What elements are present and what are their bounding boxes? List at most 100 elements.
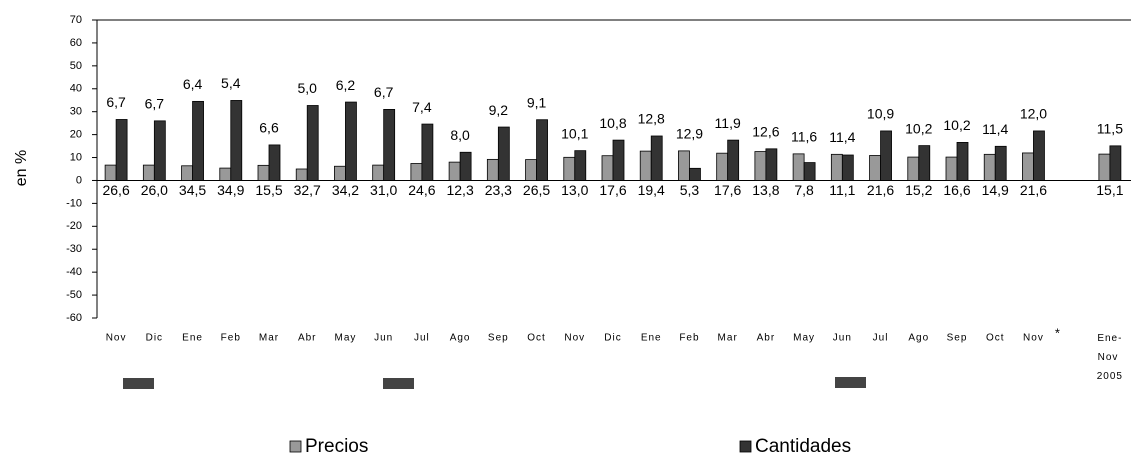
value-label: 13,0 bbox=[561, 182, 588, 198]
x-tick-label: Abr bbox=[757, 333, 776, 344]
legend-swatch bbox=[289, 440, 302, 453]
value-label: 11,1 bbox=[829, 182, 855, 198]
value-label: 34,2 bbox=[332, 182, 359, 198]
value-label: 11,4 bbox=[982, 121, 1008, 137]
value-label: 6,7 bbox=[106, 94, 126, 110]
y-tick-label: 70 bbox=[70, 14, 82, 26]
value-label: 26,5 bbox=[523, 182, 550, 198]
bar bbox=[525, 159, 537, 181]
legend-label: Precios bbox=[305, 436, 368, 457]
y-tick-label: 0 bbox=[76, 174, 82, 186]
bar bbox=[1098, 153, 1111, 181]
bar bbox=[563, 156, 576, 181]
x-tick-label: Oct bbox=[527, 333, 546, 344]
bar bbox=[345, 101, 357, 181]
x-tick-label: Ago bbox=[450, 333, 471, 344]
bar bbox=[792, 153, 805, 181]
value-label: 32,7 bbox=[294, 182, 321, 198]
bar bbox=[1022, 152, 1034, 181]
x-tick-label: Mar bbox=[259, 333, 279, 344]
bar bbox=[448, 161, 461, 181]
value-label: 10,9 bbox=[867, 106, 894, 122]
bar bbox=[486, 158, 499, 181]
bar bbox=[803, 162, 816, 181]
x-tick-label: Abr bbox=[298, 333, 317, 344]
value-label: 31,0 bbox=[370, 182, 397, 198]
bar bbox=[841, 154, 854, 181]
x-tick-label: Nov bbox=[1023, 333, 1044, 344]
x-tick-label: Feb bbox=[221, 333, 241, 344]
value-label: 12,6 bbox=[752, 124, 779, 140]
value-label: 26,0 bbox=[141, 182, 168, 198]
bar bbox=[295, 168, 308, 181]
bar bbox=[268, 144, 281, 181]
value-label: 12,3 bbox=[446, 182, 473, 198]
value-label: 10,2 bbox=[905, 120, 932, 136]
bar bbox=[869, 155, 881, 181]
bar bbox=[574, 150, 587, 181]
x-tick-label: Mar bbox=[718, 333, 738, 344]
bar bbox=[880, 130, 892, 181]
y-tick-label: 50 bbox=[70, 60, 82, 72]
x-tick-label: May bbox=[334, 333, 356, 344]
bar bbox=[650, 135, 663, 181]
y-tick-label: -20 bbox=[66, 220, 82, 232]
x-tick-label: Dic bbox=[604, 333, 621, 344]
value-label: 15,1 bbox=[1096, 182, 1123, 198]
value-label: 11,5 bbox=[1097, 121, 1123, 137]
value-label: 34,9 bbox=[217, 182, 244, 198]
x-tick-label: Sep bbox=[947, 333, 968, 344]
value-label: 6,7 bbox=[374, 84, 394, 100]
x-tick-label: Feb bbox=[679, 333, 699, 344]
bar bbox=[115, 119, 128, 181]
x-tick-label: Ago bbox=[908, 333, 929, 344]
year-marker bbox=[835, 377, 866, 388]
bar bbox=[612, 139, 625, 181]
x-tick-label: Oct bbox=[986, 333, 1005, 344]
value-label: 8,0 bbox=[450, 127, 470, 143]
value-label: 6,4 bbox=[183, 76, 203, 92]
value-label: 5,3 bbox=[680, 182, 700, 198]
value-label: 9,2 bbox=[489, 102, 509, 118]
y-axis-label: en % bbox=[13, 150, 30, 186]
value-label: 16,6 bbox=[943, 182, 970, 198]
value-label: 6,6 bbox=[259, 120, 279, 136]
x-tick-label: Ene bbox=[641, 333, 662, 344]
value-label: 9,1 bbox=[527, 94, 547, 110]
value-label: 10,1 bbox=[561, 125, 588, 141]
value-label: 19,4 bbox=[638, 182, 665, 198]
value-label: 24,6 bbox=[408, 182, 435, 198]
x-tick-label: Ene-Nov 2005 bbox=[1097, 333, 1123, 382]
bar bbox=[181, 165, 193, 181]
value-label: 10,8 bbox=[599, 115, 626, 131]
value-label: 26,6 bbox=[102, 182, 129, 198]
value-label: 21,6 bbox=[1020, 182, 1047, 198]
x-tick-label: May bbox=[793, 333, 815, 344]
bar bbox=[918, 145, 931, 181]
bar bbox=[907, 156, 920, 181]
legend-label: Cantidades bbox=[755, 436, 851, 457]
bar bbox=[601, 155, 614, 181]
bar bbox=[257, 164, 270, 181]
bar bbox=[945, 156, 958, 181]
value-label: 12,9 bbox=[676, 126, 703, 142]
y-tick-label: 40 bbox=[70, 83, 82, 95]
bar bbox=[689, 167, 701, 181]
value-label: 10,2 bbox=[943, 117, 970, 133]
value-label: 11,6 bbox=[791, 129, 817, 145]
bar bbox=[142, 164, 155, 181]
value-label: 21,6 bbox=[867, 182, 894, 198]
bar bbox=[383, 109, 396, 181]
x-tick-label: Jun bbox=[374, 333, 393, 344]
bar bbox=[1109, 145, 1122, 181]
bar bbox=[830, 153, 843, 181]
bar bbox=[192, 100, 204, 181]
value-label: 7,4 bbox=[412, 99, 432, 115]
value-label: 11,4 bbox=[829, 129, 855, 145]
bar bbox=[994, 145, 1007, 181]
bar bbox=[1033, 130, 1045, 181]
value-label: 17,6 bbox=[599, 182, 626, 198]
bar bbox=[104, 164, 117, 181]
value-label: 15,2 bbox=[905, 182, 932, 198]
